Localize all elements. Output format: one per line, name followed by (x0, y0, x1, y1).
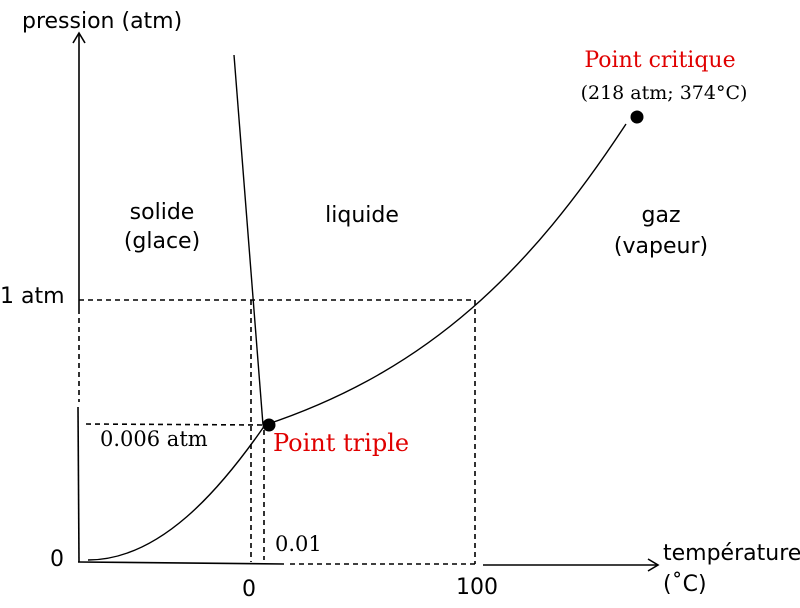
vaporization-curve (264, 123, 627, 426)
triple-pressure-line (85, 423, 263, 426)
liquid-region-label: liquide (325, 203, 399, 228)
x-tick-zero: 0 (242, 577, 256, 602)
solid-region-sublabel: (glace) (124, 229, 200, 254)
critical-point-marker (630, 110, 644, 124)
fusion-curve (233, 54, 264, 426)
y-axis-label: pression (atm) (22, 9, 182, 34)
x-axis-label-line2: (˚C) (663, 572, 707, 597)
y-axis (72, 31, 86, 563)
x-axis (77, 558, 660, 572)
reference-dashed-lines (78, 299, 478, 565)
y-tick-one-atm: 1 atm (0, 284, 65, 309)
gas-region-sublabel: (vapeur) (614, 234, 708, 259)
gas-region-label: gaz (642, 203, 681, 228)
phase-boundaries (87, 54, 627, 561)
critical-point-values: (218 atm; 374°C) (581, 82, 748, 104)
sublimation-curve (87, 424, 266, 561)
triple-point-label: Point triple (273, 429, 409, 457)
triple-temperature-label: 0.01 (275, 532, 322, 556)
critical-point-label: Point critique (584, 48, 735, 73)
solid-region-label: solide (130, 200, 195, 225)
x-tick-hundred: 100 (456, 575, 498, 600)
x-axis-label-line1: température (663, 541, 800, 566)
y-tick-zero: 0 (50, 547, 64, 572)
triple-point-marker (262, 418, 276, 432)
triple-pressure-label: 0.006 atm (100, 427, 208, 451)
